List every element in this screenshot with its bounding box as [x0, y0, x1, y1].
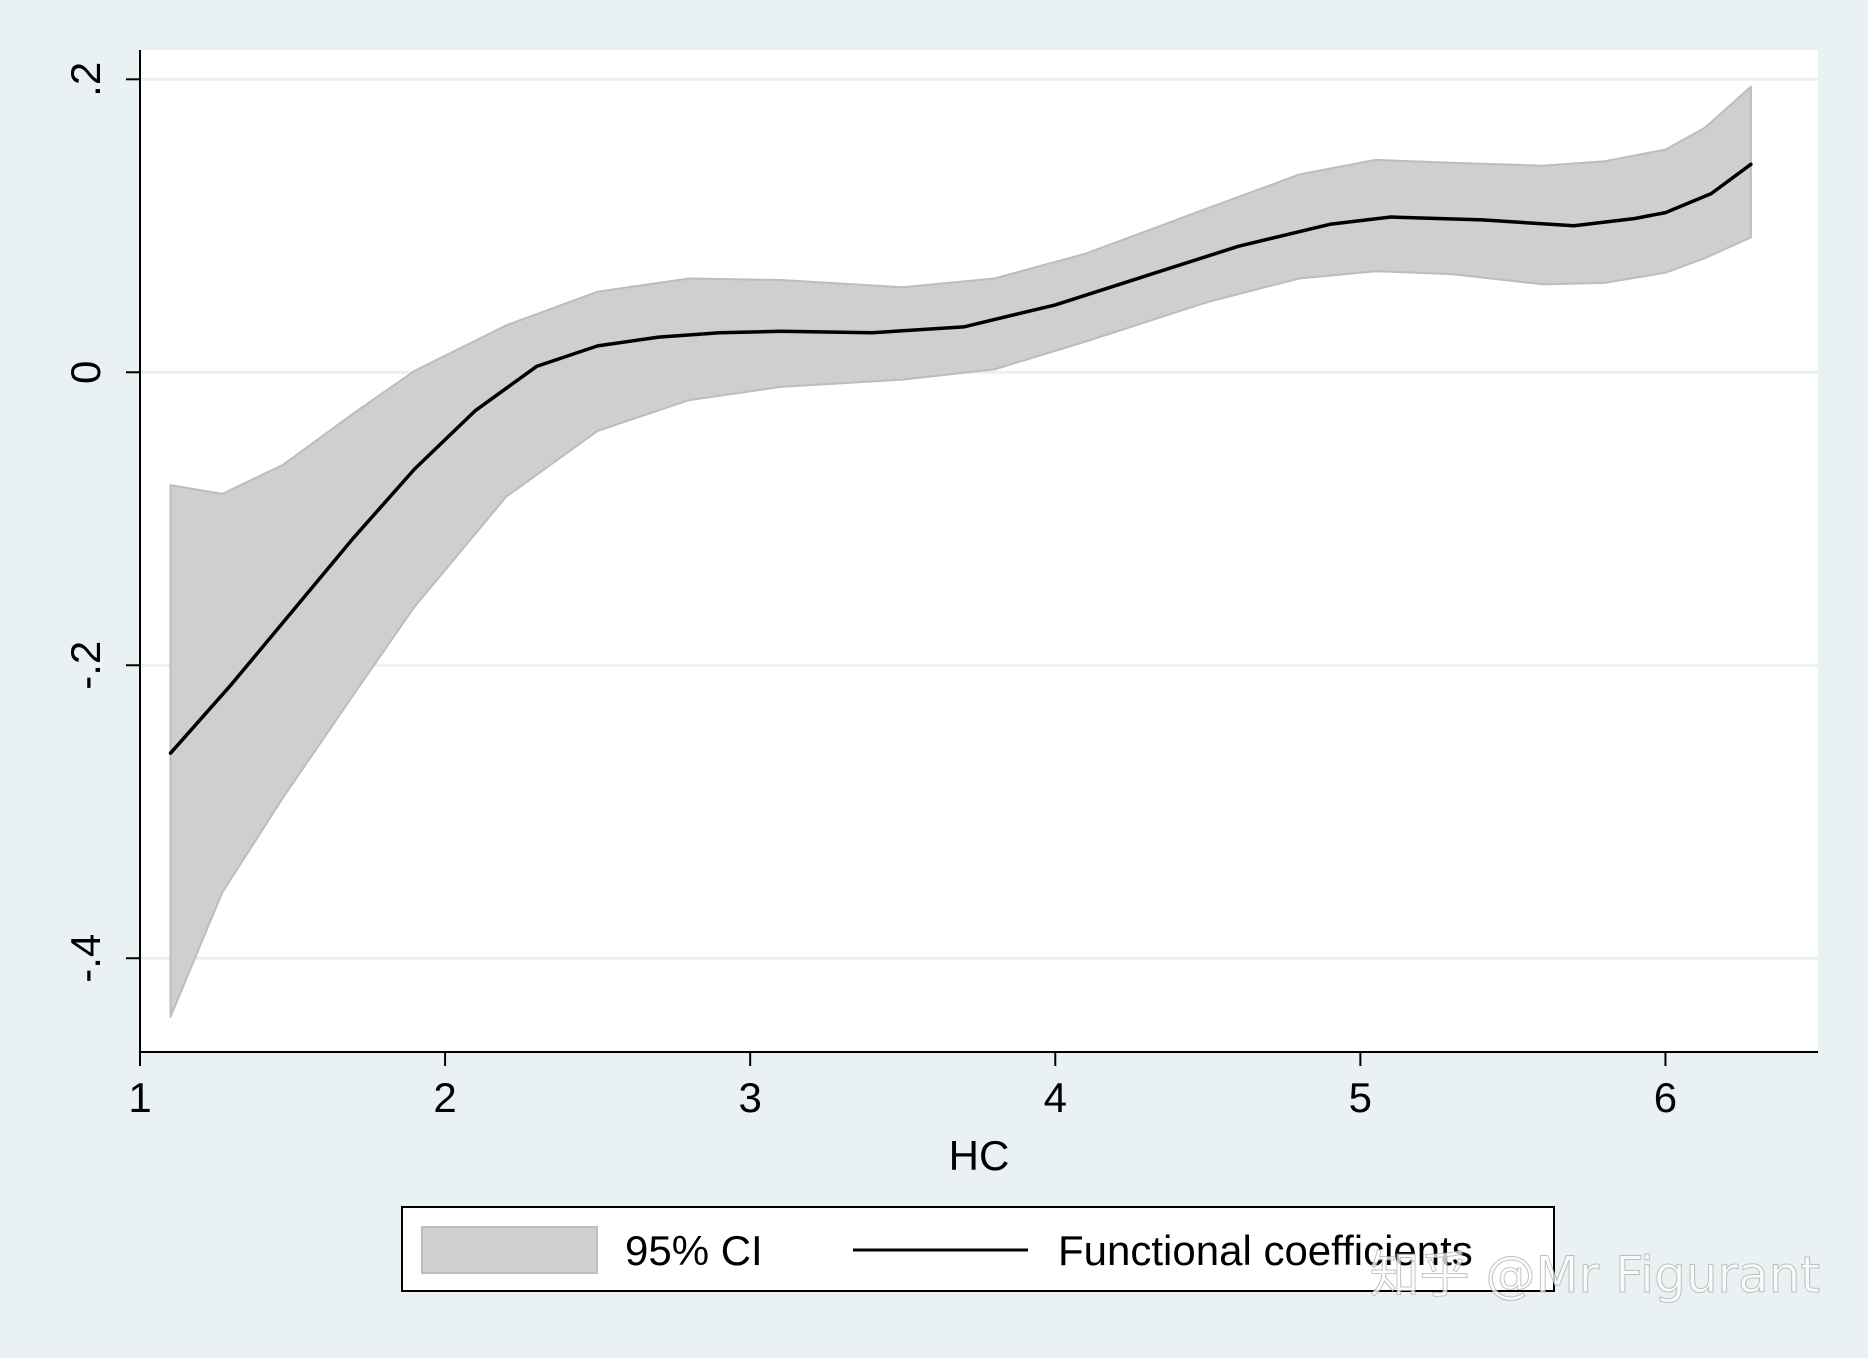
watermark: 知乎 @Mr Figurant	[1370, 1246, 1820, 1304]
functional-coefficients-line	[168, 162, 1753, 755]
x-tick-label: 5	[1349, 1074, 1372, 1121]
x-tick-label: 4	[1044, 1074, 1067, 1121]
legend: 95% CI Functional coefficients	[401, 1206, 1555, 1292]
x-tick-label: 2	[433, 1074, 456, 1121]
ci-band	[169, 85, 1752, 1018]
y-tick-label: -.4	[62, 934, 109, 983]
legend-ci-label: 95% CI	[625, 1227, 763, 1274]
x-tick-label: 1	[128, 1074, 151, 1121]
legend-line-label: Functional coefficients	[1058, 1227, 1473, 1274]
x-tick-label: 3	[739, 1074, 762, 1121]
axes	[139, 50, 1818, 1053]
y-tick-label: -.2	[62, 641, 109, 690]
series-layer	[168, 85, 1753, 1018]
x-axis-label: HC	[949, 1132, 1010, 1179]
legend-ci-swatch	[421, 1226, 598, 1274]
axis-ticks: -.4 -.2 0 .2 1 2 3 4 5 6	[62, 62, 1677, 1121]
x-tick-label: 6	[1654, 1074, 1677, 1121]
y-tick-label: 0	[62, 361, 109, 384]
y-tick-label: .2	[62, 62, 109, 97]
